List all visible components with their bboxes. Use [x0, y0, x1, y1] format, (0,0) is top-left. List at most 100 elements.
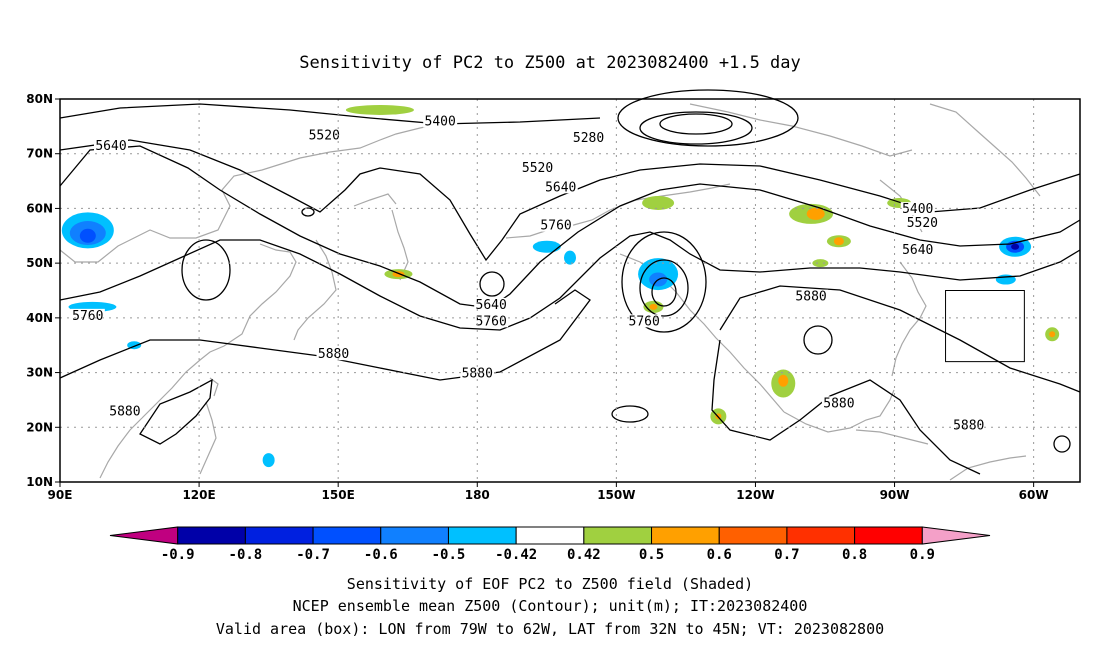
- colorbar-segment: [380, 526, 449, 545]
- sensitivity-patch: [564, 250, 576, 265]
- contour-label: 5640: [95, 139, 126, 154]
- lon-tick-label: 60W: [1019, 488, 1049, 502]
- sensitivity-patch: [642, 195, 675, 210]
- contour-label: 5760: [72, 309, 103, 324]
- colorbar-segment: [447, 526, 517, 545]
- contour-label-bg: [107, 404, 142, 418]
- contour-high-south: [611, 405, 649, 423]
- lon-tick-label: 90W: [880, 488, 910, 502]
- contour-label-bg: [794, 289, 829, 303]
- map-frame: [59, 98, 1081, 483]
- lat-tick-label: 70N: [26, 147, 53, 161]
- contour-labels: 5400 5280 5520 5520 5520 5640 5640 5640 5400 5760…: [70, 114, 986, 433]
- contour-label-bg: [571, 131, 606, 145]
- sensitivity-patch: [345, 104, 414, 115]
- coastline-japan: [293, 239, 337, 341]
- contour-label-bg: [474, 297, 509, 311]
- colorbar-label: -0.6: [364, 547, 398, 563]
- contour-label-bg: [520, 161, 555, 175]
- contour-label-bg: [70, 308, 105, 322]
- colorbar-segment: [854, 526, 923, 545]
- coastline-asia-east: [99, 243, 297, 479]
- colorbar-segment: [786, 526, 856, 545]
- contour-5520-west: [59, 139, 1081, 262]
- colorbar-label: -0.9: [161, 547, 195, 563]
- sensitivity-patch: [262, 453, 275, 468]
- contour-label: 5880: [318, 347, 349, 362]
- colorbar-label: 0.42: [567, 547, 601, 563]
- lon-tick-label: 150W: [597, 488, 635, 502]
- colorbar: -0.9 -0.8 -0.7 -0.6 -0.5 -0.42 0.42 0.5 0.6 0.7 0.…: [109, 526, 991, 563]
- contour-label-bg: [474, 314, 509, 328]
- contour-low-inner: [659, 113, 733, 135]
- contour-label-bg: [543, 180, 578, 194]
- contour-label: 5280: [573, 131, 604, 146]
- contour-label: 5640: [545, 180, 576, 195]
- contour-label: 5880: [795, 290, 826, 305]
- colorbar-segment: [718, 526, 788, 545]
- coastline-greenland: [929, 103, 1041, 197]
- lat-tick-label: 20N: [26, 420, 53, 434]
- contour-label-bg: [900, 202, 935, 216]
- coastline-south-america: [949, 455, 1027, 481]
- colorbar-label: -0.5: [432, 547, 466, 563]
- contour-high-east: [803, 325, 833, 355]
- lat-tick-label: 60N: [26, 201, 53, 215]
- contour-label-bg: [316, 347, 351, 361]
- sensitivity-patch: [833, 237, 844, 246]
- coastline-canada-north: [689, 103, 913, 157]
- lat-tick-label: 10N: [26, 475, 53, 489]
- contour-label-bg: [905, 215, 940, 229]
- contour-pacific-low-core: [651, 277, 677, 307]
- contour-label: 5880: [823, 396, 854, 411]
- colorbar-label: 0.9: [910, 547, 935, 563]
- coastline-taiwan: [209, 377, 219, 397]
- contour-west-low: [181, 239, 231, 301]
- colorbar-segment: [651, 526, 720, 545]
- contour-pacific-low-inner: [639, 259, 689, 317]
- sensitivity-patch: [649, 303, 658, 310]
- contour-label: 5760: [629, 314, 660, 329]
- lon-tick-label: 180: [465, 488, 490, 502]
- footer-line-1: Sensitivity of EOF PC2 to Z500 field (Sh…: [347, 575, 753, 593]
- sensitivity-patch: [1011, 243, 1020, 250]
- contour-label-bg: [951, 418, 986, 432]
- contour-label-bg: [821, 396, 856, 410]
- colorbar-label: 0.6: [707, 547, 732, 563]
- contour-label-bg: [900, 243, 935, 257]
- contour-5880-asia: [139, 378, 213, 445]
- coastline-gulf: [783, 389, 895, 433]
- valid-area-box: [945, 290, 1025, 363]
- contour-label-bg: [539, 218, 574, 232]
- contour-label: 5520: [522, 161, 553, 176]
- sensitivity-patch: [812, 259, 829, 268]
- lat-tick-label: 80N: [26, 92, 53, 106]
- contour-label: 5760: [476, 314, 507, 329]
- contour-tiny-1: [301, 207, 315, 217]
- contour-label-bg: [94, 139, 128, 153]
- colorbar-left-arrow: [109, 526, 179, 545]
- map-panel: 5400 5280 5520 5520 5520 5640 5640 5640 5400 5760…: [59, 89, 1081, 483]
- colorbar-label: 0.7: [774, 547, 799, 563]
- coastline-asia: [59, 123, 441, 263]
- colorbar-right-arrow: [921, 526, 991, 545]
- coastline-kuriles: [353, 193, 397, 207]
- contour-5880: [59, 289, 591, 381]
- footer-line-2: NCEP ensemble mean Z500 (Contour); unit(…: [293, 597, 808, 615]
- sensitivity-patch: [79, 228, 96, 243]
- contour-5400-low: [617, 89, 799, 147]
- coastline-cuba: [855, 429, 929, 445]
- colorbar-segment: [583, 526, 653, 545]
- sensitivity-patch: [778, 374, 789, 387]
- footer-line-3: Valid area (box): LON from 79W to 62W, L…: [216, 620, 884, 638]
- lon-tick-label: 120E: [182, 488, 215, 502]
- contour-5880-gulf: [711, 339, 981, 475]
- coastline-philippines: [199, 401, 217, 475]
- figure-title: Sensitivity of PC2 to Z500 at 2023082400…: [299, 53, 801, 73]
- lon-tick-label: 150E: [322, 488, 355, 502]
- contour-5880-east: [719, 285, 1081, 393]
- map-background: [60, 99, 1080, 482]
- coastline-na-east: [891, 261, 927, 377]
- colorbar-segment: [515, 526, 585, 545]
